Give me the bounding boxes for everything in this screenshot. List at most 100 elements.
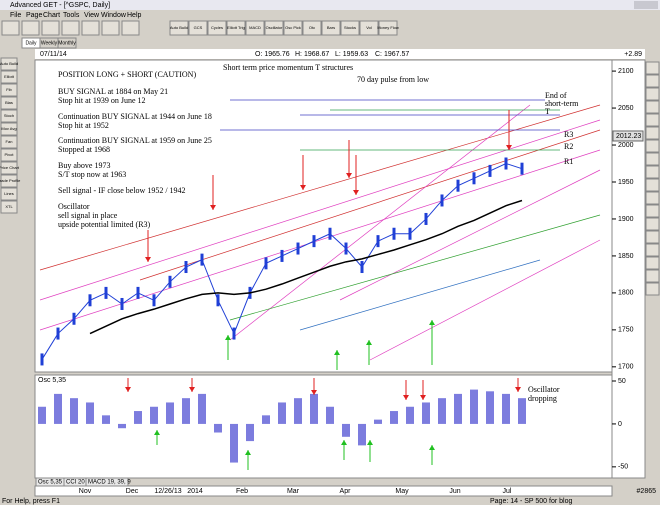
window-controls[interactable]	[634, 1, 658, 9]
signal-arrow-head	[367, 440, 373, 445]
toolbar-button[interactable]	[188, 20, 208, 36]
panel-tab[interactable]	[85, 477, 129, 487]
osc-bar	[54, 393, 62, 424]
toolbar-button[interactable]	[359, 20, 379, 36]
toolbar-button[interactable]	[378, 20, 398, 36]
side-button[interactable]	[0, 200, 18, 214]
side-button[interactable]	[0, 174, 18, 188]
side-icon[interactable]	[645, 74, 660, 88]
toolbar-label[interactable]: Vol	[366, 25, 372, 30]
toolbar-button[interactable]	[226, 20, 246, 36]
side-button-label[interactable]: Fan	[6, 139, 13, 144]
side-icon[interactable]	[645, 256, 660, 270]
signal-arrow-head	[334, 350, 340, 355]
side-button-label[interactable]: Auto Build	[0, 61, 18, 66]
side-button[interactable]	[0, 96, 18, 110]
side-icon[interactable]	[645, 282, 660, 296]
menu-item[interactable]: Chart	[43, 12, 60, 19]
side-icon[interactable]	[645, 204, 660, 218]
toolbar-label[interactable]: Cycles	[211, 25, 223, 30]
menu-item[interactable]: View	[84, 12, 100, 19]
toolbar-icon[interactable]	[21, 20, 40, 36]
side-button[interactable]	[0, 57, 18, 71]
panel-tab-label[interactable]: CCI 20	[66, 480, 85, 486]
osc-bar	[438, 398, 446, 424]
side-icon[interactable]	[645, 243, 660, 257]
view-tab-label[interactable]: Weekly	[41, 40, 58, 46]
last-price: 2012.23	[616, 133, 641, 140]
toolbar-icon[interactable]	[41, 20, 60, 36]
side-button[interactable]	[0, 187, 18, 201]
toolbar-label[interactable]: Otc	[309, 25, 315, 30]
view-tab-label[interactable]: Daily	[25, 40, 37, 46]
side-icon[interactable]	[645, 178, 660, 192]
toolbar-label[interactable]: GCS	[194, 25, 203, 30]
toolbar-button[interactable]	[283, 20, 303, 36]
toolbar-label[interactable]: MACD	[249, 25, 261, 30]
side-button[interactable]	[0, 161, 18, 175]
view-tab[interactable]	[57, 37, 77, 49]
toolbar-label[interactable]: Oscillator	[266, 25, 283, 30]
osc-bar	[454, 393, 462, 424]
side-button-label[interactable]: Price Chart	[0, 165, 20, 170]
info-bar	[35, 49, 645, 59]
price-bar	[488, 164, 492, 177]
panel-tab-label[interactable]: Osc 5,35	[38, 480, 63, 486]
side-button-label[interactable]: Lines	[4, 191, 14, 196]
side-button[interactable]	[0, 109, 18, 123]
x-tick-label: Dec	[126, 488, 139, 495]
toolbar-button[interactable]	[245, 20, 265, 36]
toolbar-button[interactable]	[264, 20, 284, 36]
side-icon[interactable]	[645, 100, 660, 114]
side-button-label[interactable]: Mov Avg	[1, 126, 16, 131]
menu-item[interactable]: Page	[26, 12, 42, 19]
side-icon[interactable]	[645, 191, 660, 205]
toolbar-label[interactable]: Bars	[327, 25, 335, 30]
toolbar-label[interactable]: Money Flow	[377, 25, 399, 30]
menu-item[interactable]: File	[10, 12, 21, 19]
menu-item[interactable]: Window	[101, 12, 127, 19]
side-button[interactable]	[0, 83, 18, 97]
toolbar-label[interactable]: Osc Pick	[285, 25, 301, 30]
side-icon[interactable]	[645, 139, 660, 153]
side-button-label[interactable]: XTL	[5, 204, 13, 209]
toolbar-label[interactable]: Stocks	[344, 25, 356, 30]
toolbar-button[interactable]	[207, 20, 227, 36]
side-button-label[interactable]: Elliott	[4, 74, 15, 79]
side-button-label[interactable]: Bias	[5, 100, 13, 105]
price-bar	[184, 261, 188, 274]
side-icon[interactable]	[645, 217, 660, 231]
side-button-label[interactable]: Fib	[6, 87, 12, 92]
side-icon[interactable]	[645, 126, 660, 140]
side-button-label[interactable]: Trade Profile	[0, 178, 21, 183]
toolbar-label[interactable]: Auto Build	[170, 25, 188, 30]
menu-item[interactable]: Help	[127, 12, 142, 19]
toolbar-icon[interactable]	[121, 20, 140, 36]
side-button[interactable]	[0, 122, 18, 136]
side-button-label[interactable]: Pivot	[5, 152, 15, 157]
side-icon[interactable]	[645, 230, 660, 244]
side-icon[interactable]	[645, 113, 660, 127]
view-tab-label[interactable]: Monthly	[58, 40, 76, 46]
side-icon[interactable]	[645, 61, 660, 75]
toolbar-icon[interactable]	[61, 20, 80, 36]
toolbar-label[interactable]: Elliott Trig	[227, 25, 245, 30]
toolbar-button[interactable]	[340, 20, 360, 36]
toolbar-icon[interactable]	[1, 20, 20, 36]
toolbar-button[interactable]	[169, 20, 189, 36]
toolbar-icon[interactable]	[81, 20, 100, 36]
side-button[interactable]	[0, 135, 18, 149]
side-button[interactable]	[0, 70, 18, 84]
toolbar-button[interactable]	[321, 20, 341, 36]
side-icon[interactable]	[645, 269, 660, 283]
menu-item[interactable]: Tools	[63, 12, 80, 19]
side-icon[interactable]	[645, 152, 660, 166]
toolbar-icon[interactable]	[101, 20, 120, 36]
side-icon[interactable]	[645, 87, 660, 101]
side-icon[interactable]	[645, 165, 660, 179]
side-button[interactable]	[0, 148, 18, 162]
side-button-label[interactable]: Stoch	[4, 113, 14, 118]
annotation: S/T stop now at 1963	[58, 170, 126, 179]
toolbar-button[interactable]	[302, 20, 322, 36]
panel-tab-label[interactable]: MACD 19, 39, 9	[88, 480, 131, 486]
